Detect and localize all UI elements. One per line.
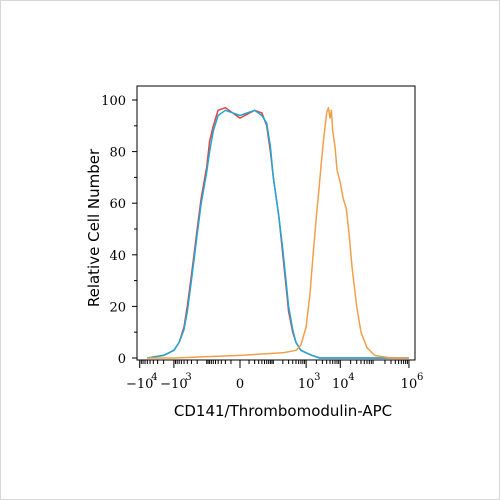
histogram-series-1 [147,106,409,359]
x-tick-base: 10 [332,377,349,392]
x-axis: −104 −103 0 10 3 10 4 10 6 [126,360,423,392]
y-axis: 0 20 40 60 80 100 [101,94,137,367]
x-tick-exponent: 3 [314,372,320,383]
histogram-series-3 [147,106,409,359]
y-tick-label-1: 20 [109,300,126,315]
x-tick-label-4: 10 4 [332,372,355,392]
x-tick-base: 0 [236,377,244,392]
y-tick-label-0: 0 [118,352,126,367]
x-tick-exponent: 6 [417,372,423,383]
plot-area [136,85,416,361]
y-tick-label-4: 80 [109,146,126,161]
x-tick-base: −10 [160,377,187,392]
y-axis-label: Relative Cell Number [85,148,103,307]
histogram-curves [147,106,409,359]
x-tick-exponent: 4 [151,372,157,383]
x-tick-label-3: 10 3 [298,372,321,392]
x-tick-label-0: −104 [126,372,158,392]
y-tick-label-2: 40 [109,249,126,264]
y-tick-label-3: 60 [109,197,126,212]
x-tick-exponent: 3 [185,372,191,383]
x-axis-label: CD141/Thrombomodulin-APC [174,402,392,420]
x-tick-base: −10 [126,377,153,392]
x-tick-label-5: 10 6 [401,372,424,392]
x-tick-label-1: −103 [160,372,192,392]
x-tick-base: 10 [401,377,418,392]
x-tick-label-2: 0 [236,377,244,392]
histogram-series-2 [147,109,409,359]
y-tick-label-5: 100 [101,94,126,109]
x-tick-base: 10 [298,377,315,392]
x-tick-exponent: 4 [348,372,354,383]
